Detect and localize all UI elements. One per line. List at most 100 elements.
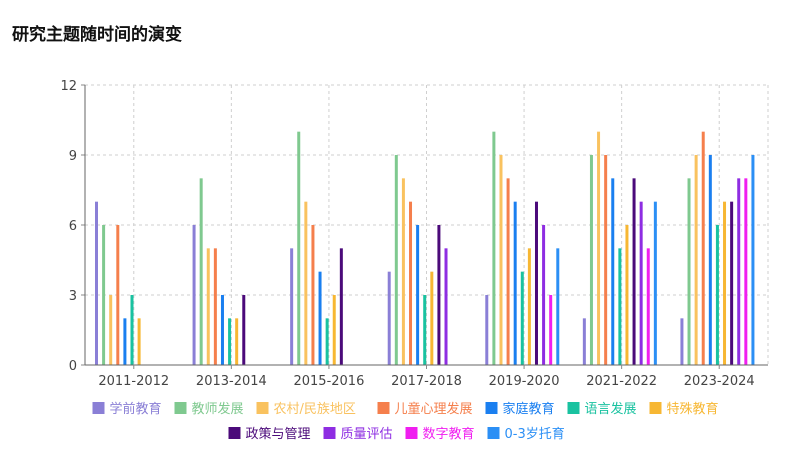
legend-swatch[interactable] <box>256 402 269 414</box>
bar <box>492 131 496 365</box>
bar <box>687 178 691 365</box>
x-tick-label: 2013-2014 <box>196 374 267 389</box>
y-tick-label: 9 <box>69 149 77 164</box>
bar <box>639 201 643 365</box>
legend-label[interactable]: 儿童心理发展 <box>395 401 473 417</box>
bar <box>130 295 134 365</box>
bar <box>701 131 705 365</box>
bar <box>318 271 322 365</box>
bar <box>582 318 586 365</box>
bar <box>242 295 246 365</box>
bar <box>192 225 196 365</box>
y-tick-label: 3 <box>69 289 77 304</box>
legend-label[interactable]: 政策与管理 <box>246 426 311 442</box>
bar <box>520 271 524 365</box>
bar <box>646 248 650 365</box>
bar <box>123 318 127 365</box>
bar <box>604 155 608 365</box>
bar <box>394 155 398 365</box>
legend-label[interactable]: 家庭教育 <box>503 401 555 417</box>
bar <box>611 178 615 365</box>
bar <box>290 248 294 365</box>
bar <box>332 295 336 365</box>
legend-label[interactable]: 教师发展 <box>192 401 244 417</box>
bar <box>723 201 727 365</box>
legend-label[interactable]: 特殊教育 <box>667 401 719 417</box>
x-tick-label: 2021-2022 <box>586 374 657 389</box>
bar <box>423 295 427 365</box>
bar <box>534 201 538 365</box>
legend-label[interactable]: 农村/民族地区 <box>274 401 356 417</box>
bar <box>618 248 622 365</box>
bar <box>694 155 698 365</box>
legend-swatch[interactable] <box>92 402 105 414</box>
bar <box>235 318 239 365</box>
legend-label[interactable]: 0-3岁托育 <box>505 426 565 442</box>
legend-swatch[interactable] <box>405 427 418 439</box>
bar <box>708 155 712 365</box>
bar <box>632 178 636 365</box>
bar <box>297 131 301 365</box>
bar <box>137 318 141 365</box>
x-tick-label: 2015-2016 <box>293 374 364 389</box>
legend-label[interactable]: 学前教育 <box>110 401 162 417</box>
bar <box>95 201 98 365</box>
bar <box>304 201 308 365</box>
legend-label[interactable]: 质量评估 <box>341 427 393 442</box>
bar <box>199 178 203 365</box>
y-tick-label: 6 <box>69 219 77 234</box>
bar <box>680 318 684 365</box>
bar <box>437 225 441 365</box>
bar <box>213 248 217 365</box>
bar <box>653 201 657 365</box>
bar <box>549 295 553 365</box>
x-tick-label: 2017-2018 <box>391 374 462 389</box>
legend-swatch[interactable] <box>323 427 336 439</box>
bar <box>715 225 719 365</box>
bar <box>589 155 593 365</box>
bar <box>109 295 113 365</box>
bar <box>499 155 503 365</box>
legend-label[interactable]: 语言发展 <box>585 401 637 417</box>
legend-label[interactable]: 数字教育 <box>423 426 475 442</box>
bar <box>102 225 106 365</box>
bar <box>527 248 531 365</box>
y-tick-label: 12 <box>60 79 77 94</box>
bar <box>116 225 120 365</box>
bar <box>625 225 629 365</box>
bar <box>485 295 489 365</box>
bar <box>228 318 232 365</box>
x-tick-label: 2023-2024 <box>684 374 755 389</box>
bar <box>506 178 510 365</box>
bar <box>430 271 434 365</box>
bar <box>409 201 413 365</box>
bar <box>751 155 755 365</box>
y-tick-label: 0 <box>69 359 77 374</box>
chart-title: 研究主题随时间的演变 <box>12 25 182 45</box>
bar <box>513 201 517 365</box>
bar <box>542 225 546 365</box>
bar <box>206 248 210 365</box>
bar <box>730 201 734 365</box>
bar <box>311 225 315 365</box>
legend-swatch[interactable] <box>485 402 498 414</box>
x-tick-label: 2011-2012 <box>98 374 169 389</box>
bar <box>401 178 405 365</box>
bar <box>339 248 343 365</box>
bar <box>444 248 448 365</box>
bar <box>744 178 748 365</box>
legend-swatch[interactable] <box>377 402 390 414</box>
bar <box>220 295 224 365</box>
bar <box>325 318 329 365</box>
bar <box>556 248 560 365</box>
bar <box>737 178 741 365</box>
legend-swatch[interactable] <box>228 427 241 439</box>
bar <box>597 131 601 365</box>
legend-swatch[interactable] <box>487 427 500 439</box>
legend-swatch[interactable] <box>174 402 187 414</box>
x-tick-label: 2019-2020 <box>489 374 560 389</box>
legend-swatch[interactable] <box>567 402 580 414</box>
legend-swatch[interactable] <box>649 402 662 414</box>
bar <box>416 225 420 365</box>
